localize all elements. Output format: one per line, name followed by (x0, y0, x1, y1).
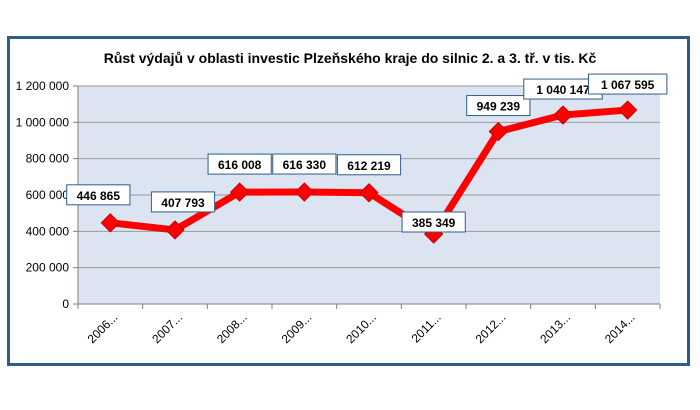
y-tick-label: 400 000 (26, 224, 70, 238)
data-label: 1 067 595 (601, 78, 655, 92)
y-axis-ticks: 0 200 000 400 000 600 000 800 000 1 000 000 1 … (16, 79, 78, 311)
x-tick-label: 2010... (343, 310, 379, 346)
data-point (553, 105, 573, 125)
y-tick-label: 200 000 (26, 261, 70, 275)
data-label-box (66, 184, 131, 206)
data-point (617, 100, 638, 120)
data-point (359, 183, 379, 203)
data-label-box (207, 153, 272, 175)
y-tick-label: 1 200 000 (16, 79, 70, 93)
data-label: 612 219 (347, 159, 391, 173)
x-tick-label: 2012... (473, 310, 509, 346)
x-axis-ticks: 2006... 2007... 2008... 2009... 2010... 2011.… (77, 304, 661, 346)
x-tick-label: 2006... (85, 310, 121, 346)
chart-title: Růst výdajů v oblasti investic Plzeňskéh… (103, 50, 597, 66)
y-tick-label: 600 000 (26, 188, 70, 202)
x-tick-label: 2013... (537, 310, 573, 346)
data-point (165, 220, 185, 240)
data-label-box (466, 95, 531, 117)
x-tick-label: 2014... (602, 310, 638, 346)
data-point (488, 121, 509, 142)
data-point (100, 213, 121, 233)
data-label: 1 040 147 (536, 83, 590, 97)
data-label: 446 865 (77, 189, 121, 203)
data-label-box (150, 191, 216, 213)
data-label: 385 349 (412, 216, 456, 230)
x-tick-label: 2007... (149, 310, 185, 346)
x-tick-label: 2008... (214, 310, 250, 346)
data-label-box (272, 153, 337, 175)
data-label-box (587, 73, 668, 95)
data-point (294, 182, 315, 202)
y-tick-label: 800 000 (26, 152, 70, 166)
data-label: 616 330 (283, 158, 327, 172)
x-tick-label: 2011... (409, 310, 444, 345)
data-label: 616 008 (218, 158, 262, 172)
data-label: 407 793 (161, 196, 205, 210)
x-tick-label: 2009... (279, 310, 315, 346)
data-label-box (401, 211, 466, 233)
data-point (229, 182, 250, 202)
y-tick-label: 0 (62, 297, 69, 311)
data-label: 949 239 (477, 100, 521, 114)
series (100, 100, 638, 244)
data-labels: 446 865 407 793 616 008 616 330 612 219 385 3… (66, 73, 668, 233)
y-tick-label: 1 000 000 (16, 115, 70, 129)
data-label-box (336, 154, 402, 176)
